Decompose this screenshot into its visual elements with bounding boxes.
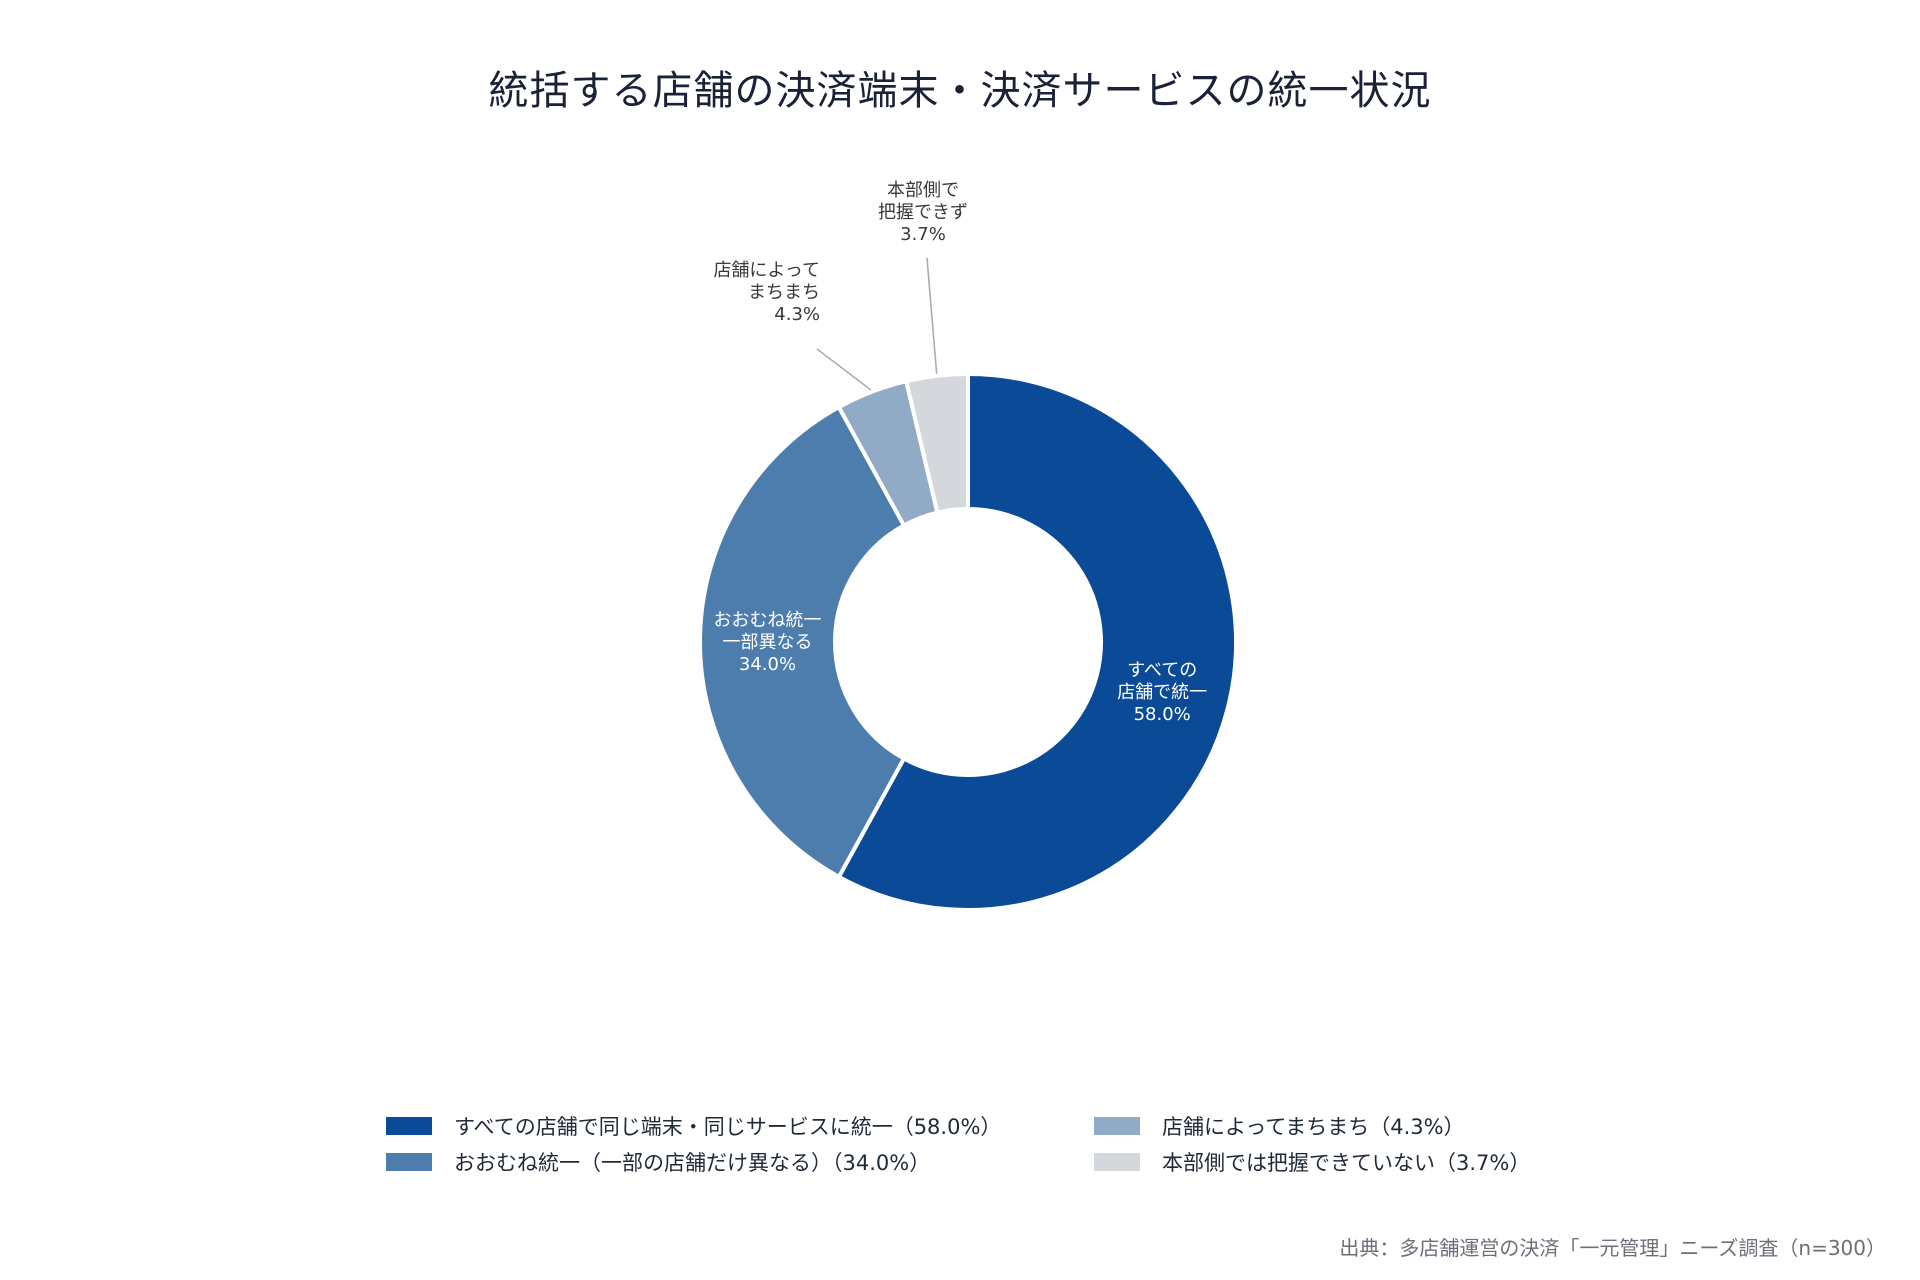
legend-item: 本部側では把握できていない（3.7%） xyxy=(1094,1148,1574,1176)
slice-label: 店舗によってまちまち 4.3% xyxy=(713,260,820,325)
leader-lines xyxy=(816,257,938,391)
slice-label-line: 本部側で xyxy=(887,180,959,201)
legend-label: おおむね統一（一部の店舗だけ異なる）（34.0%） xyxy=(454,1151,931,1175)
slice-label-line: 58.0% xyxy=(1134,704,1191,725)
slice-label-line: 一部異なる xyxy=(723,632,813,653)
slice-label-line: 店舗によって xyxy=(713,260,820,281)
donut-slices xyxy=(698,371,1238,912)
leader-line xyxy=(816,348,872,391)
slice-label: おおむね統一一部異なる 34.0% xyxy=(714,610,822,675)
slice-label-line: 把握できず xyxy=(878,202,968,223)
legend-label: 店舗によってまちまち（4.3%） xyxy=(1162,1115,1465,1139)
donut-slice xyxy=(903,371,970,515)
slice-labels: すべての店舗で統一 58.0% おおむね統一一部異なる 34.0% 店舗によってまちまち… xyxy=(713,180,1207,725)
legend-label: 本部側では把握できていない（3.7%） xyxy=(1162,1151,1531,1175)
donut-slice xyxy=(836,371,1238,912)
slice-label: すべての店舗で統一 58.0% xyxy=(1117,660,1207,725)
legend: すべての店舗で同じ端末・同じサービスに統一（58.0%） 店舗によってまちまち（… xyxy=(386,1112,1586,1176)
legend-swatch xyxy=(386,1117,432,1135)
slice-label: 本部側で把握できず 3.7% xyxy=(878,180,968,245)
leader-line xyxy=(926,257,938,374)
donut-slice xyxy=(698,404,907,880)
slice-label-line: 3.7% xyxy=(900,224,946,245)
source-note: 出典：多店舗運営の決済「一元管理」ニーズ調査（n=300） xyxy=(1339,1236,1886,1260)
legend-swatch xyxy=(1094,1153,1140,1171)
slice-label-line: 店舗で統一 xyxy=(1117,682,1207,703)
legend-item: すべての店舗で同じ端末・同じサービスに統一（58.0%） xyxy=(386,1112,1094,1140)
legend-label: すべての店舗で同じ端末・同じサービスに統一（58.0%） xyxy=(454,1115,1002,1139)
legend-swatch xyxy=(1094,1117,1140,1135)
slice-label-line: おおむね統一 xyxy=(714,610,822,631)
legend-swatch xyxy=(386,1153,432,1171)
legend-item: おおむね統一（一部の店舗だけ異なる）（34.0%） xyxy=(386,1148,1094,1176)
slice-label-line: すべての xyxy=(1127,660,1197,681)
chart-title: 統括する店舗の決済端末・決済サービスの統一状況 xyxy=(488,68,1432,114)
slice-label-line: まちまち xyxy=(748,282,820,303)
legend-item: 店舗によってまちまち（4.3%） xyxy=(1094,1112,1574,1140)
slice-label-line: 34.0% xyxy=(739,654,796,675)
slice-label-line: 4.3% xyxy=(774,304,820,325)
